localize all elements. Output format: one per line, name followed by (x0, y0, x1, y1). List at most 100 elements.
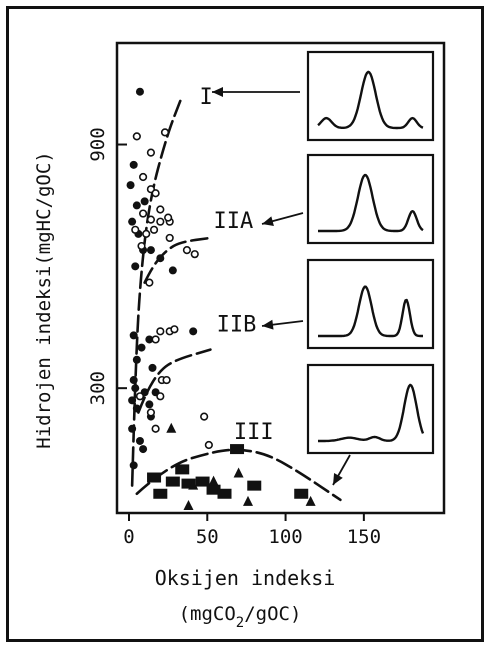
open-circle-point (156, 327, 165, 336)
open-circle-point (156, 392, 165, 401)
filled-triangle-point (183, 499, 194, 510)
filled-circle-point (128, 424, 137, 433)
figure-frame (6, 6, 484, 642)
filled-circle-point (145, 400, 154, 409)
y-tick-label: 900 (87, 127, 109, 161)
y-tick-label: 300 (87, 371, 109, 405)
curve-label-III: III (234, 420, 274, 445)
filled-circle-point (131, 384, 140, 393)
filled-circle-point (189, 327, 198, 336)
y-axis-label: Hidrojen indeksi(mgHC/gOC) (33, 151, 55, 448)
open-circle-point (151, 189, 160, 198)
filled-circle-point (132, 404, 141, 413)
filled-circle-point (139, 445, 148, 454)
inset-trace-III (318, 383, 425, 443)
curve-labels: I IIA IIB III (199, 85, 273, 445)
open-circle-point (142, 229, 151, 238)
open-circle-point (182, 246, 192, 255)
open-circle-point (145, 278, 154, 287)
filled-square-point (165, 476, 180, 487)
filled-circle-point (148, 363, 157, 372)
open-circle-point (151, 424, 160, 433)
x-axis-unit-label: (mgCO2/gOC) (179, 603, 302, 631)
filled-square-point (153, 488, 168, 499)
filled-circle-point (126, 181, 135, 190)
axis-ticks: 0 50 100 150 300 900 (87, 127, 381, 548)
open-circle-point (146, 408, 156, 417)
curve-label-I: I (199, 85, 212, 110)
filled-circle-point (156, 254, 165, 263)
open-circle-point (131, 225, 140, 234)
open-circle-point (156, 205, 165, 214)
x-tick-label: 50 (196, 526, 219, 548)
filled-circle-point (131, 262, 140, 271)
filled-square-point (175, 464, 190, 475)
filled-circle-point (128, 396, 137, 405)
open-circle-point (164, 213, 173, 222)
x-axis-unit-a: (mgCO (179, 603, 236, 625)
x-axis-label: Oksijen indeksi (155, 566, 336, 590)
open-circle-point (137, 241, 146, 251)
open-circle-point (170, 325, 179, 334)
open-circle-point (200, 412, 209, 421)
filled-circle-point (135, 87, 144, 96)
open-circle-point (135, 392, 145, 401)
filled-circle-point (140, 197, 149, 206)
filled-circle-point (128, 217, 137, 226)
filled-square-point (195, 476, 210, 487)
arrow-head (333, 472, 343, 485)
arrow-head (212, 87, 223, 97)
open-circle-point (151, 335, 160, 344)
open-circle-point (149, 225, 159, 234)
filled-circle-point (132, 201, 141, 210)
filled-triangle-point (305, 495, 316, 506)
open-circle-point (132, 132, 141, 141)
filled-circle-point (129, 461, 138, 470)
filled-circle-point (145, 335, 154, 344)
curve-label-IIB: IIB (217, 312, 257, 337)
filled-circle-point (135, 436, 144, 445)
x-axis-unit-b: /gOC) (244, 603, 301, 625)
open-circle-point (138, 209, 148, 218)
filled-triangle-point (242, 495, 253, 506)
filled-circle-point (137, 343, 146, 352)
filled-triangle-point (166, 422, 177, 433)
open-circle-point (138, 172, 148, 182)
inset-box-IIA (306, 153, 435, 245)
x-tick-label: 0 (123, 526, 134, 548)
curve-label-IIA: IIA (214, 209, 254, 234)
filled-square-point (206, 484, 221, 495)
filled-circle-point (129, 376, 138, 385)
arrows (212, 87, 351, 486)
plot-box (115, 41, 446, 515)
open-circle-point (190, 250, 199, 259)
filled-square-point (217, 488, 232, 499)
curve-IIB (137, 348, 212, 414)
filled-circle-point (168, 266, 177, 275)
x-axis-unit-sub: 2 (236, 615, 244, 631)
filled-square-point (147, 472, 162, 483)
open-circle-point (146, 148, 156, 157)
x-tick-label: 150 (347, 526, 381, 548)
filled-square-point (181, 478, 196, 489)
arrow-head (262, 216, 274, 226)
open-circle-point (156, 217, 165, 226)
data-points (126, 87, 316, 510)
filled-triangle-point (188, 479, 199, 490)
filled-circle-point (146, 246, 155, 255)
filled-square-point (230, 444, 245, 455)
open-circle-point (146, 215, 156, 224)
filled-circle-point (129, 331, 138, 340)
filled-triangle-point (233, 467, 244, 478)
filled-triangle-point (208, 475, 219, 486)
inset-box-I (306, 50, 435, 142)
open-circle-point (204, 440, 213, 450)
inset-trace-IIB (318, 285, 423, 338)
pyrogram-insets (306, 50, 435, 455)
arrow-head (262, 319, 274, 330)
x-tick-label: 100 (268, 526, 302, 548)
inset-trace-IIA (318, 173, 424, 233)
filled-square-point (247, 480, 262, 491)
filled-circle-point (132, 355, 141, 364)
